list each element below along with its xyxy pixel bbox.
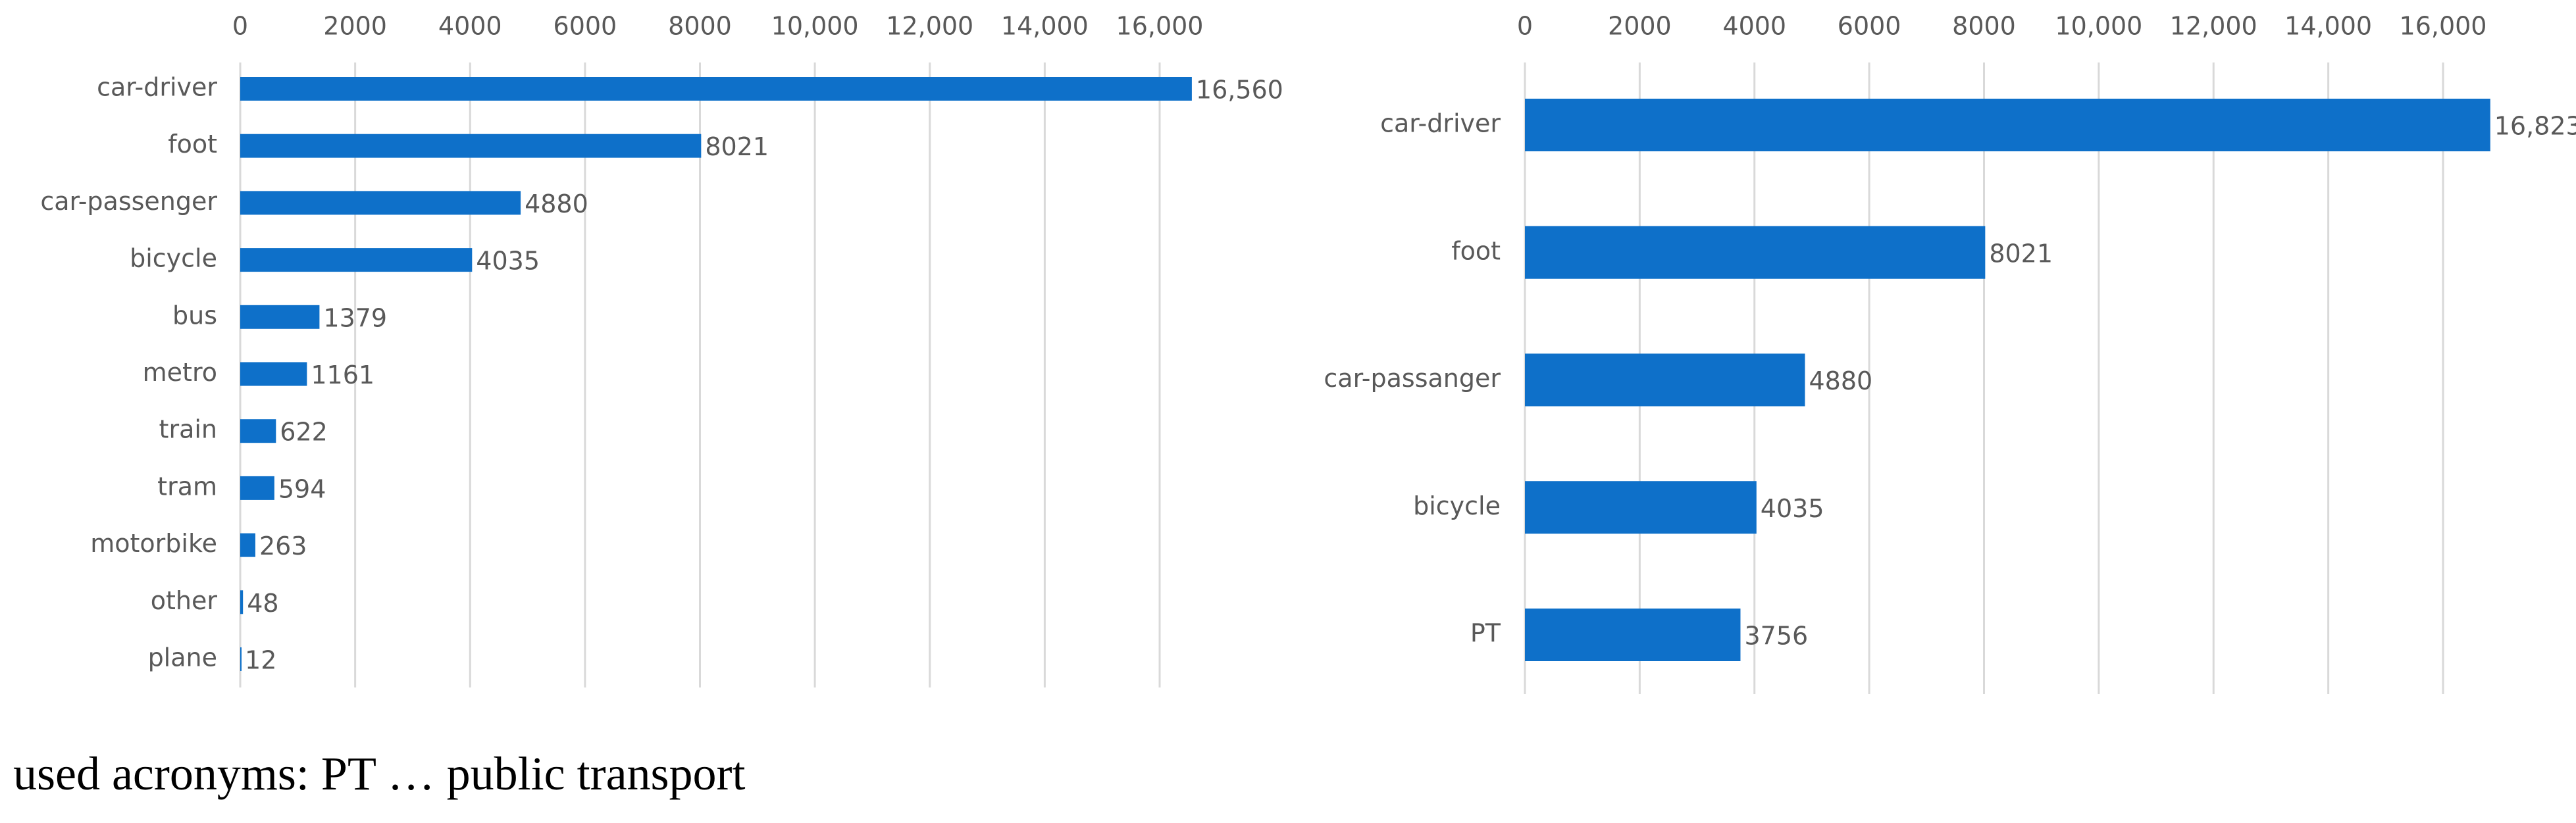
bar (240, 476, 274, 500)
y-tick-label: PT (1470, 619, 1501, 648)
data-label: 4880 (1809, 366, 1872, 395)
data-label: 8021 (705, 132, 769, 161)
bar (240, 77, 1192, 101)
x-tick-label: 8000 (1952, 12, 2016, 41)
data-label: 1161 (311, 361, 374, 389)
x-tick-label: 8000 (668, 12, 732, 41)
data-label: 4880 (525, 189, 588, 218)
data-label: 4035 (1761, 494, 1824, 523)
data-label: 8021 (1989, 239, 2053, 268)
x-tick-label: 14,000 (1001, 12, 1089, 41)
x-tick-label: 2000 (1608, 12, 1672, 41)
data-label: 16,823 (2494, 112, 2576, 141)
y-tick-label: train (159, 415, 217, 444)
bar (240, 533, 255, 557)
bar (240, 248, 473, 272)
x-tick-label: 4000 (1722, 12, 1786, 41)
y-tick-label: bus (172, 301, 217, 330)
y-tick-label: car-passanger (1324, 364, 1501, 393)
x-tick-label: 16,000 (2400, 12, 2487, 41)
data-label: 48 (247, 589, 278, 618)
data-label: 263 (259, 532, 307, 561)
y-tick-label: plane (148, 643, 217, 672)
bar (1525, 353, 1805, 407)
y-tick-label: foot (168, 130, 217, 159)
data-label: 1379 (323, 303, 387, 332)
bar (240, 362, 307, 386)
y-tick-label: other (151, 586, 218, 615)
data-label: 4035 (476, 247, 540, 276)
data-label: 12 (245, 646, 276, 675)
y-tick-label: motorbike (90, 529, 217, 558)
y-tick-label: bicycle (130, 244, 217, 273)
y-tick-label: tram (157, 472, 217, 501)
y-tick-label: bicycle (1413, 491, 1501, 520)
data-label: 594 (278, 474, 326, 503)
y-tick-label: foot (1451, 236, 1501, 265)
x-tick-label: 2000 (323, 12, 387, 41)
x-tick-label: 12,000 (2170, 12, 2257, 41)
x-tick-label: 12,000 (886, 12, 973, 41)
x-tick-label: 14,000 (2284, 12, 2372, 41)
x-tick-label: 0 (1517, 12, 1533, 41)
bar (240, 305, 320, 329)
x-tick-label: 16,000 (1116, 12, 1204, 41)
footnote: used acronyms: PT … public transport (13, 747, 746, 800)
y-tick-label: car-passenger (40, 187, 217, 216)
bar (1525, 226, 1986, 279)
bar (240, 590, 244, 614)
bar (240, 191, 521, 215)
y-tick-label: metro (143, 358, 217, 387)
bar (1525, 99, 2490, 151)
data-label: 16,560 (1196, 76, 1283, 105)
y-tick-label: car-driver (97, 73, 217, 102)
data-label: 622 (280, 418, 328, 447)
x-tick-label: 4000 (438, 12, 502, 41)
bar (1525, 481, 1757, 534)
x-tick-label: 0 (232, 12, 248, 41)
y-tick-label: car-driver (1380, 109, 1501, 138)
bar (240, 647, 242, 671)
x-tick-label: 10,000 (771, 12, 859, 41)
bar (240, 134, 702, 158)
x-tick-label: 6000 (1838, 12, 1901, 41)
data-label: 3756 (1744, 622, 1808, 651)
bar (1525, 609, 1741, 661)
x-tick-label: 10,000 (2055, 12, 2142, 41)
bar (240, 419, 276, 443)
x-tick-label: 6000 (554, 12, 617, 41)
